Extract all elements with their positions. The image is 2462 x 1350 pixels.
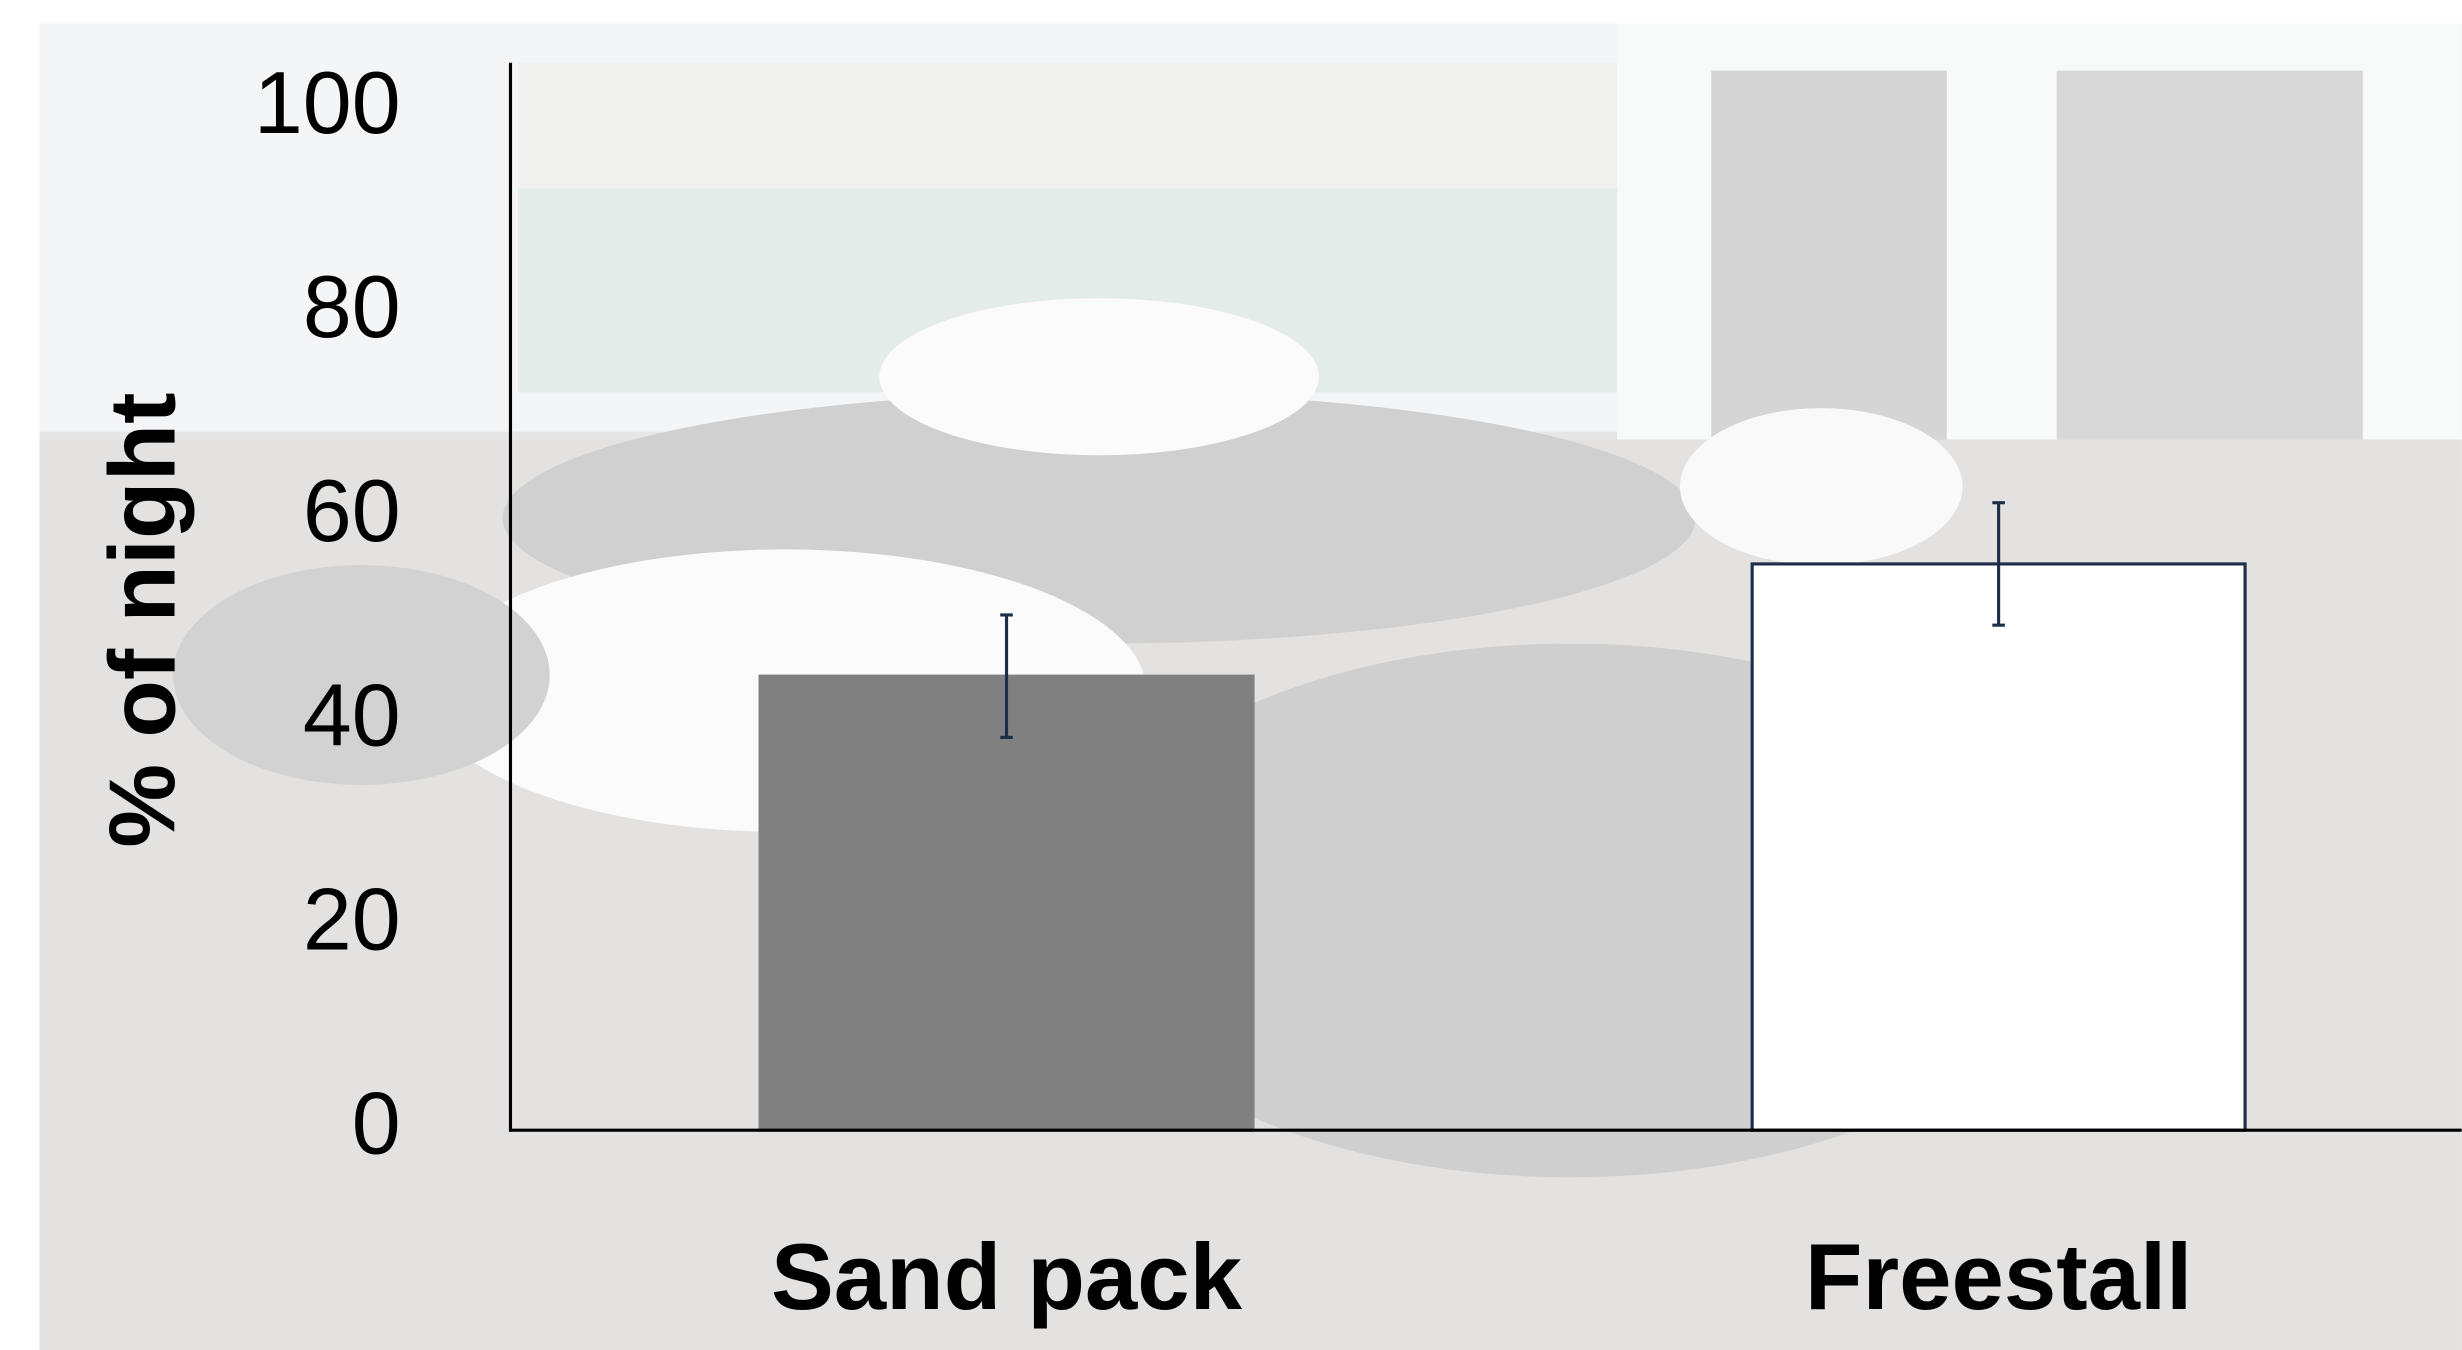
error-bar (1992, 501, 2005, 627)
error-bar (1000, 613, 1013, 739)
x-tick-label: Freestall (1805, 1224, 2192, 1329)
y-tick-label: 80 (303, 257, 401, 356)
y-tick-label: 100 (254, 53, 401, 152)
y-tick-label: 60 (303, 461, 401, 560)
y-tick-label: 0 (352, 1073, 401, 1172)
y-axis-label: % of night (89, 393, 194, 848)
y-tick-label: 20 (303, 869, 401, 968)
bar (1750, 562, 2247, 1132)
x-tick-label: Sand pack (771, 1224, 1243, 1329)
bar (758, 674, 1255, 1132)
y-tick-label: 40 (303, 665, 401, 764)
